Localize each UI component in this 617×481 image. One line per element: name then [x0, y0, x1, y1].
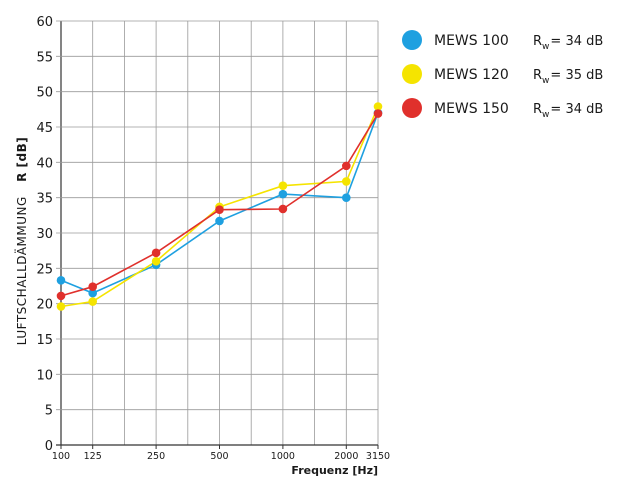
x-tick-label: 125	[84, 451, 102, 462]
chart-grid	[56, 20, 379, 446]
data-point	[88, 297, 97, 306]
legend-series-name: MEWS 150	[434, 101, 509, 117]
y-tick-label: 40	[36, 156, 53, 171]
series-points	[56, 102, 383, 311]
data-point	[278, 189, 288, 199]
y-tick-label: 0	[45, 439, 53, 454]
y-tick-label: 20	[36, 298, 53, 313]
data-point	[151, 256, 161, 266]
legend-swatch	[402, 98, 422, 118]
legend-series-name: MEWS 100	[434, 33, 509, 49]
data-point	[373, 102, 383, 111]
legend-rating: Rw= 34 dB	[533, 102, 603, 120]
y-tick-label: 15	[36, 333, 53, 348]
y-axis-label-symbol: R [dB]	[15, 137, 29, 182]
data-point	[215, 216, 224, 226]
y-axis-ticks: 0 5 10 15 20 25 30 35 40 45 50 55 60	[36, 15, 53, 454]
legend-swatch	[402, 30, 422, 50]
y-tick-label: 45	[36, 121, 53, 136]
data-point	[56, 302, 66, 311]
x-tick-label: 3150	[366, 451, 390, 462]
x-axis-ticks: 100 125 250 500 1000 2000 3150	[52, 445, 390, 462]
y-tick-label: 35	[36, 192, 53, 207]
x-tick-label: 250	[147, 451, 165, 462]
data-point	[88, 288, 97, 298]
data-point	[56, 276, 66, 285]
data-point	[342, 161, 351, 171]
x-tick-label: 2000	[334, 451, 358, 462]
x-axis-label: Frequenz [Hz]	[291, 464, 378, 477]
y-tick-label: 30	[36, 227, 53, 242]
y-tick-label: 50	[36, 86, 53, 101]
x-tick-label: 500	[210, 451, 228, 462]
y-axis-label-text: LUFTSCHALLDÄMMUNG	[14, 196, 29, 345]
data-point	[278, 181, 288, 190]
legend: MEWS 100 Rw= 34 dB MEWS 120 Rw= 35 dB MEWS 1…	[402, 30, 603, 120]
legend-rating: Rw= 34 dB	[533, 34, 603, 52]
data-point	[342, 193, 351, 202]
data-point	[56, 291, 66, 301]
legend-swatch	[402, 64, 422, 84]
y-tick-label: 5	[45, 404, 53, 419]
y-tick-label: 60	[36, 15, 53, 30]
data-point	[373, 109, 383, 118]
data-point	[215, 205, 224, 214]
y-axis-label: LUFTSCHALLDÄMMUNG R [dB]	[14, 137, 29, 345]
legend-series-name: MEWS 120	[434, 67, 509, 83]
data-point	[278, 204, 288, 214]
data-point	[151, 248, 161, 258]
y-tick-label: 25	[36, 262, 53, 277]
x-tick-label: 100	[52, 451, 70, 462]
data-point	[342, 177, 351, 186]
data-point	[88, 282, 97, 292]
x-tick-label: 1000	[271, 451, 295, 462]
y-tick-label: 55	[36, 50, 53, 65]
legend-rating: Rw= 35 dB	[533, 68, 603, 86]
y-tick-label: 10	[36, 368, 53, 383]
